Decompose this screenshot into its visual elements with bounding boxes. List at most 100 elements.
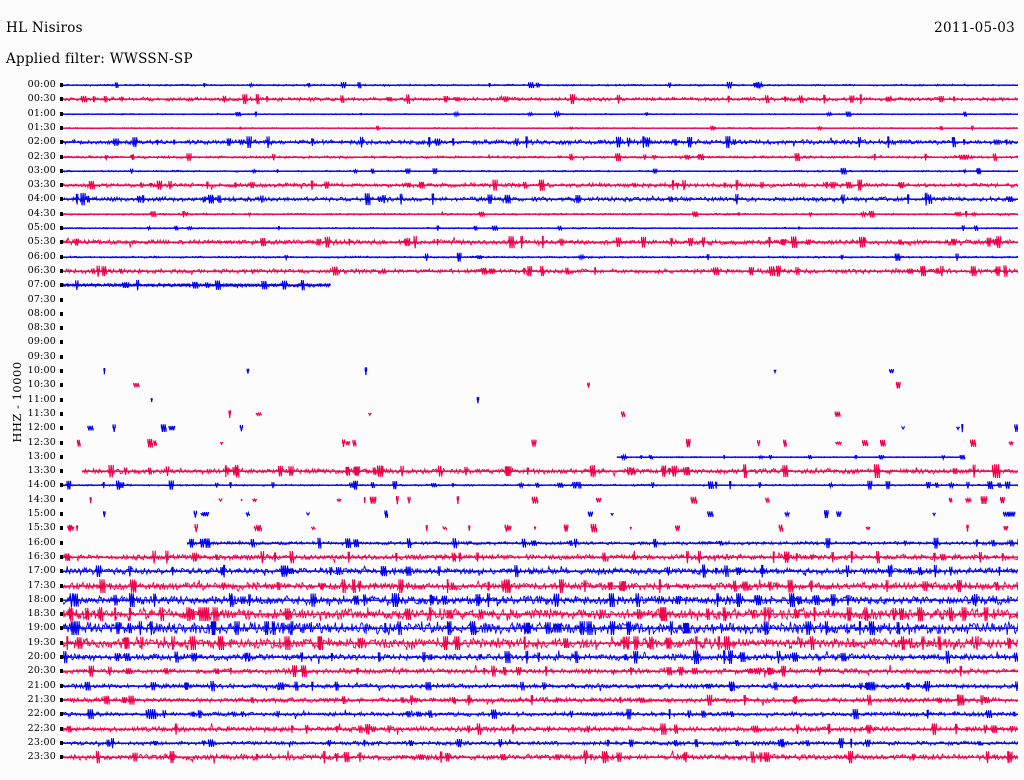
axis-tick-mark xyxy=(60,583,63,588)
trace-row: 17:00 xyxy=(0,564,1024,578)
trace-row-time-label: 05:00 xyxy=(27,222,56,233)
waveform-trace xyxy=(63,307,1018,321)
axis-tick-mark xyxy=(60,354,63,359)
waveform-trace xyxy=(63,250,1018,264)
trace-row-time-label: 02:00 xyxy=(27,136,56,148)
axis-tick-mark xyxy=(60,597,63,602)
trace-row: 13:30 xyxy=(0,464,1024,479)
trace-row-time-label: 22:00 xyxy=(27,708,56,720)
waveform-trace xyxy=(63,364,1018,378)
waveform-trace xyxy=(63,650,1018,664)
trace-row: 05:30 xyxy=(0,235,1024,249)
trace-row: 03:00 xyxy=(0,164,1024,178)
axis-tick-mark xyxy=(60,740,63,745)
trace-row: 07:30 xyxy=(0,293,1024,307)
trace-row-time-label: 23:30 xyxy=(27,751,56,763)
trace-row-time-label: 15:00 xyxy=(27,508,56,519)
waveform-trace xyxy=(63,192,1018,206)
trace-row: 10:30 xyxy=(0,378,1024,392)
trace-row: 12:30 xyxy=(0,436,1024,450)
trace-row-time-label: 03:00 xyxy=(27,164,56,176)
axis-tick-mark xyxy=(60,483,63,488)
waveform-trace xyxy=(63,621,1018,636)
axis-tick-mark xyxy=(60,154,63,159)
axis-tick-mark xyxy=(60,226,63,230)
axis-tick-mark xyxy=(60,569,63,574)
waveform-trace xyxy=(63,378,1018,392)
trace-row: 14:30 xyxy=(0,493,1024,507)
axis-tick-mark xyxy=(60,369,63,373)
waveform-trace xyxy=(63,264,1018,278)
waveform-trace xyxy=(63,478,1018,492)
trace-row: 15:30 xyxy=(0,521,1024,535)
trace-row-time-label: 10:30 xyxy=(27,379,56,391)
waveform-trace xyxy=(63,421,1018,435)
axis-tick-mark xyxy=(60,211,63,216)
waveform-trace xyxy=(63,664,1018,678)
trace-row: 10:00 xyxy=(0,364,1024,378)
axis-tick-mark xyxy=(60,440,63,445)
waveform-trace xyxy=(63,693,1018,707)
trace-row: 09:30 xyxy=(0,350,1024,364)
trace-row: 00:30 xyxy=(0,92,1024,106)
axis-tick-mark xyxy=(60,140,63,145)
waveform-trace xyxy=(63,164,1018,178)
trace-row: 23:30 xyxy=(0,750,1024,765)
waveform-trace xyxy=(63,450,1018,464)
waveform-trace xyxy=(63,92,1018,106)
waveform-trace xyxy=(63,736,1018,750)
trace-row-time-label: 01:00 xyxy=(27,107,56,119)
axis-tick-mark xyxy=(60,240,63,245)
trace-row-time-label: 19:30 xyxy=(27,636,56,648)
trace-row: 20:00 xyxy=(0,650,1024,664)
trace-row: 01:30 xyxy=(0,121,1024,135)
waveform-trace xyxy=(63,635,1018,650)
waveform-trace xyxy=(63,135,1018,149)
waveform-trace xyxy=(63,107,1018,121)
page-title: HL Nisiros xyxy=(6,20,83,36)
trace-row-time-label: 09:30 xyxy=(27,350,56,362)
trace-row: 11:00 xyxy=(0,393,1024,407)
axis-tick-mark xyxy=(60,326,63,331)
trace-row-time-label: 03:30 xyxy=(27,179,56,191)
axis-tick-mark xyxy=(60,526,63,531)
axis-tick-mark xyxy=(60,469,63,474)
trace-row-time-label: 17:00 xyxy=(27,565,56,577)
axis-tick-mark xyxy=(60,297,63,302)
axis-tick-mark xyxy=(60,669,63,674)
trace-row: 22:00 xyxy=(0,707,1024,721)
waveform-trace xyxy=(63,150,1018,164)
waveform-trace xyxy=(63,121,1018,135)
waveform-trace xyxy=(63,293,1018,307)
trace-row-time-label: 00:30 xyxy=(27,93,56,105)
trace-row: 08:00 xyxy=(0,307,1024,321)
trace-row: 07:00 xyxy=(0,278,1024,292)
trace-row-time-label: 21:00 xyxy=(27,679,56,691)
trace-row: 05:00 xyxy=(0,221,1024,235)
axis-tick-mark xyxy=(60,254,63,259)
axis-tick-mark xyxy=(60,411,63,416)
axis-tick-mark xyxy=(60,540,63,545)
trace-row: 08:30 xyxy=(0,321,1024,335)
trace-row: 16:00 xyxy=(0,536,1024,550)
trace-row: 04:30 xyxy=(0,207,1024,221)
trace-row-time-label: 04:30 xyxy=(27,207,56,219)
trace-row: 15:00 xyxy=(0,507,1024,521)
trace-row: 18:00 xyxy=(0,593,1024,607)
waveform-trace xyxy=(63,521,1018,535)
trace-row: 02:00 xyxy=(0,135,1024,149)
trace-row: 19:00 xyxy=(0,621,1024,636)
axis-tick-mark xyxy=(60,697,63,702)
waveform-trace xyxy=(63,221,1018,235)
trace-row-time-label: 07:00 xyxy=(27,279,56,291)
trace-row-time-label: 06:00 xyxy=(27,250,56,262)
trace-row: 12:00 xyxy=(0,421,1024,435)
trace-row-time-label: 12:00 xyxy=(27,422,56,434)
trace-row: 06:30 xyxy=(0,264,1024,278)
waveform-trace xyxy=(63,335,1018,349)
trace-row-time-label: 22:30 xyxy=(27,722,56,734)
trace-row-time-label: 08:00 xyxy=(27,307,56,319)
axis-tick-mark xyxy=(60,426,63,431)
trace-row: 00:00 xyxy=(0,78,1024,92)
